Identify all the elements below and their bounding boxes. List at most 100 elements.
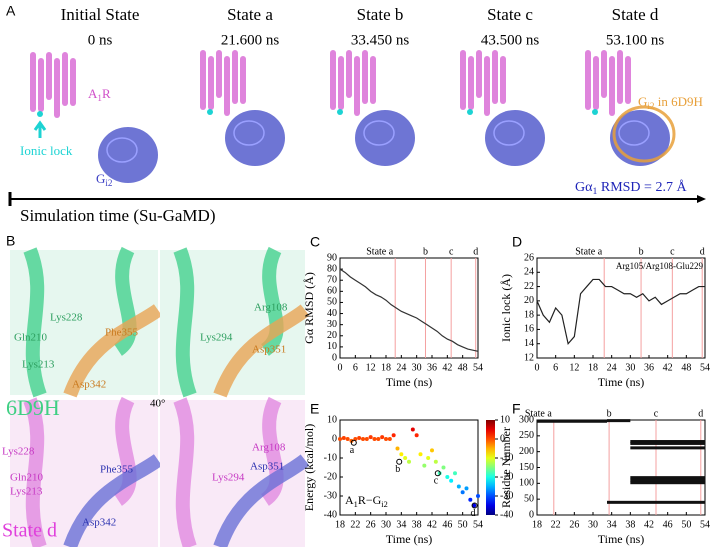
contact-band [630,446,705,450]
x-axis-label: Time (ns) [386,532,433,546]
y-tick-label: 10 [327,414,337,425]
ionic-lock-site [207,109,213,115]
y-tick-label: 26 [524,252,534,263]
x-tick-label: 54 [700,362,710,373]
energy-point [357,436,362,441]
helix [38,58,44,112]
energy-point [430,448,434,453]
y-tick-label: 22 [524,281,534,292]
state-marker-label: d [473,246,478,257]
ionic-lock-site [337,109,343,115]
helix [70,58,76,106]
x-tick-label: 54 [473,519,483,530]
timeline-label: Simulation time (Su-GaMD) [20,206,215,225]
energy-point [403,456,408,460]
x-tick-label: 48 [458,362,468,373]
ionic-lock-site [467,109,473,115]
helix [23,397,47,547]
state-point [471,502,478,509]
contact-band [537,419,607,423]
helix [484,56,490,116]
helix [260,396,284,506]
y-tick-label: 150 [519,462,534,473]
x-tick-label: 34 [607,519,617,530]
helix [46,52,52,100]
energy-point [456,484,461,489]
state-marker-label: State a [525,408,552,419]
plot-frame [339,419,479,516]
state-name: State c [487,5,533,24]
helix [609,56,615,116]
x-tick-label: 6 [553,362,558,373]
y-tick-label: 50 [327,297,337,308]
y-axis-label: Gα RMSD (Å) [302,272,316,344]
energy-point [345,437,350,441]
y-axis-label: Energy (kcal/mol) [302,424,316,511]
residue-label: Lys294 [200,332,233,344]
helix [232,50,238,104]
g-protein [355,110,415,166]
text-part: 1 [97,93,102,103]
helix [260,246,284,356]
x-tick-label: 18 [381,362,391,373]
colorbar-tick-label: -30 [500,490,513,501]
x-tick-label: 36 [427,362,437,373]
state-time: 33.450 ns [351,32,410,48]
structure-label: State d [2,520,57,542]
state-marker-label: d [700,246,705,257]
energy-point [445,475,450,479]
x-tick-label: 30 [381,519,391,530]
plot-frame [536,257,706,359]
x-tick-label: 42 [427,519,437,530]
contact-band [630,440,705,444]
text-part: A [345,493,354,507]
y-tick-label: -10 [324,452,337,463]
helix [113,246,137,356]
y-tick-label: 0 [529,509,534,520]
state-point-label: b [395,464,400,475]
y-tick-label: 90 [327,252,337,263]
state-marker-label: c [654,408,659,419]
y-axis-label: Ionic lock (Å) [499,274,513,342]
contact-band [630,476,705,480]
x-axis-label: Time (ns) [386,375,433,389]
colorbar-tick-label: 10 [500,414,510,425]
state-marker-label: c [449,246,454,257]
energy-point [468,497,473,502]
residue-label: Phe355 [105,327,139,339]
rotation-label: 40° [150,398,165,410]
x-tick-label: 18 [588,362,598,373]
helix [338,56,344,110]
contact-band [630,478,705,482]
x-tick-label: 46 [663,519,673,530]
x-tick-label: 50 [681,519,691,530]
helix [208,56,214,110]
y-tick-label: 200 [519,446,534,457]
arrow [33,120,47,138]
energy-point [422,463,427,468]
panel-letter: A [6,3,16,19]
state-marker-label: b [639,246,644,257]
panel-letter: E [310,401,319,417]
timeline-arrow [697,195,706,203]
residue-label: Lys213 [10,486,43,498]
x-tick-label: 26 [569,519,579,530]
x-tick-label: 30 [588,519,598,530]
state-point-label: d [471,508,476,519]
text-part: RMSD = 2.7 Å [597,179,687,195]
y-tick-label: 70 [327,275,337,286]
g-protein [98,127,158,183]
energy-point [384,437,388,441]
g-protein [225,110,285,166]
energy-point [460,490,465,495]
y-tick-label: -40 [324,509,337,520]
energy-point [418,452,423,457]
energy-point [364,437,369,441]
energy-point [441,465,446,470]
helix [213,304,310,398]
helix [62,52,68,106]
state-marker-label: State a [575,246,602,257]
x-tick-label: 12 [366,362,376,373]
state-time: 53.100 ns [606,32,665,48]
y-tick-label: 16 [524,324,534,335]
